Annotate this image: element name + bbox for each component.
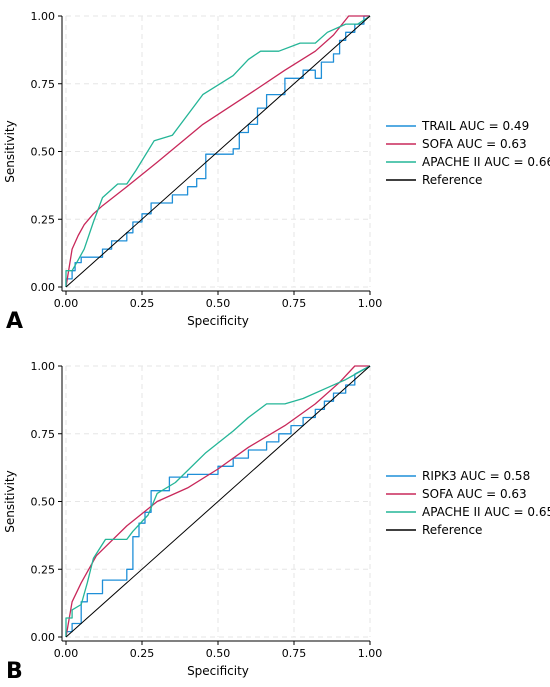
series-line-sofa bbox=[65, 365, 370, 638]
series-line-biomarker bbox=[65, 365, 371, 637]
x-tick-label: 0.00 bbox=[54, 297, 79, 310]
legend-label-sofa: SOFA AUC = 0.63 bbox=[422, 137, 527, 151]
y-tick-label: 1.00 bbox=[31, 360, 56, 373]
x-axis-title: Specificity bbox=[187, 664, 249, 678]
y-tick-label: 0.75 bbox=[31, 78, 56, 91]
legend-label-reference: Reference bbox=[422, 173, 482, 187]
x-axis-title: Specificity bbox=[187, 314, 249, 328]
y-axis-title: Sensitivity bbox=[3, 120, 17, 182]
x-tick-label: 1.00 bbox=[358, 647, 383, 660]
x-tick-label: 0.00 bbox=[54, 647, 79, 660]
series-line-sofa bbox=[65, 15, 370, 288]
legend-label-apache: APACHE II AUC = 0.65 bbox=[422, 505, 550, 519]
panel-label: B bbox=[6, 659, 23, 684]
roc-panel-a: 0.00 0.00 0.25 0.25 0.50 0.50 0.75 0.75 1.00 1.00… bbox=[3, 10, 550, 334]
legend-label-sofa: SOFA AUC = 0.63 bbox=[422, 487, 527, 501]
y-tick-label: 0.50 bbox=[31, 146, 56, 159]
legend-label-biomarker: RIPK3 AUC = 0.58 bbox=[422, 469, 530, 483]
y-tick-label: 0.25 bbox=[31, 213, 56, 226]
legend-label-apache: APACHE II AUC = 0.66 bbox=[422, 155, 550, 169]
legend-label-reference: Reference bbox=[422, 523, 482, 537]
legend-label-biomarker: TRAIL AUC = 0.49 bbox=[421, 119, 529, 133]
roc-panel-b: 0.00 0.00 0.25 0.25 0.50 0.50 0.75 0.75 1.00 1.00… bbox=[3, 360, 550, 684]
y-tick-label: 0.25 bbox=[31, 563, 56, 576]
y-tick-label: 0.00 bbox=[31, 281, 56, 294]
series-line-reference bbox=[65, 15, 371, 288]
x-tick-label: 0.25 bbox=[130, 297, 155, 310]
x-tick-label: 0.75 bbox=[282, 647, 307, 660]
series-line-apache bbox=[65, 365, 371, 637]
series-line-biomarker bbox=[65, 15, 370, 287]
x-tick-label: 1.00 bbox=[358, 297, 383, 310]
x-tick-label: 0.50 bbox=[206, 297, 231, 310]
y-tick-label: 0.50 bbox=[31, 496, 56, 509]
series-line-reference bbox=[65, 365, 371, 638]
y-axis-title: Sensitivity bbox=[3, 470, 17, 532]
x-tick-label: 0.25 bbox=[130, 647, 155, 660]
y-tick-label: 0.00 bbox=[31, 631, 56, 644]
panel-label: A bbox=[6, 309, 23, 334]
x-tick-label: 0.50 bbox=[206, 647, 231, 660]
y-tick-label: 0.75 bbox=[31, 428, 56, 441]
y-tick-label: 1.00 bbox=[31, 10, 56, 23]
x-tick-label: 0.75 bbox=[282, 297, 307, 310]
series-line-apache bbox=[65, 15, 371, 287]
